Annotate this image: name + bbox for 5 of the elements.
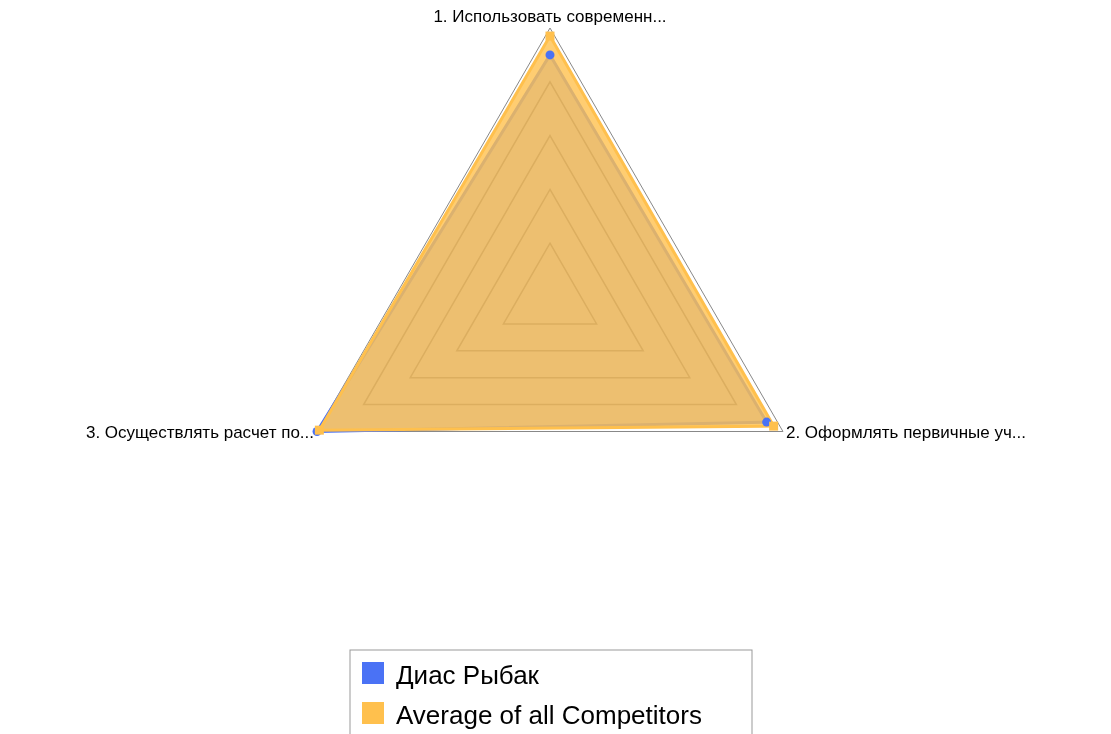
legend-label: Average of all Competitors [396,700,702,730]
spoke-label: 2. Оформлять первичные уч... [785,422,1026,442]
spoke-label: 3. Осуществлять расчет по... [85,422,315,442]
spoke-label: 1. Использовать современн... [433,7,667,26]
legend-label: Диас Рыбак [396,660,540,690]
